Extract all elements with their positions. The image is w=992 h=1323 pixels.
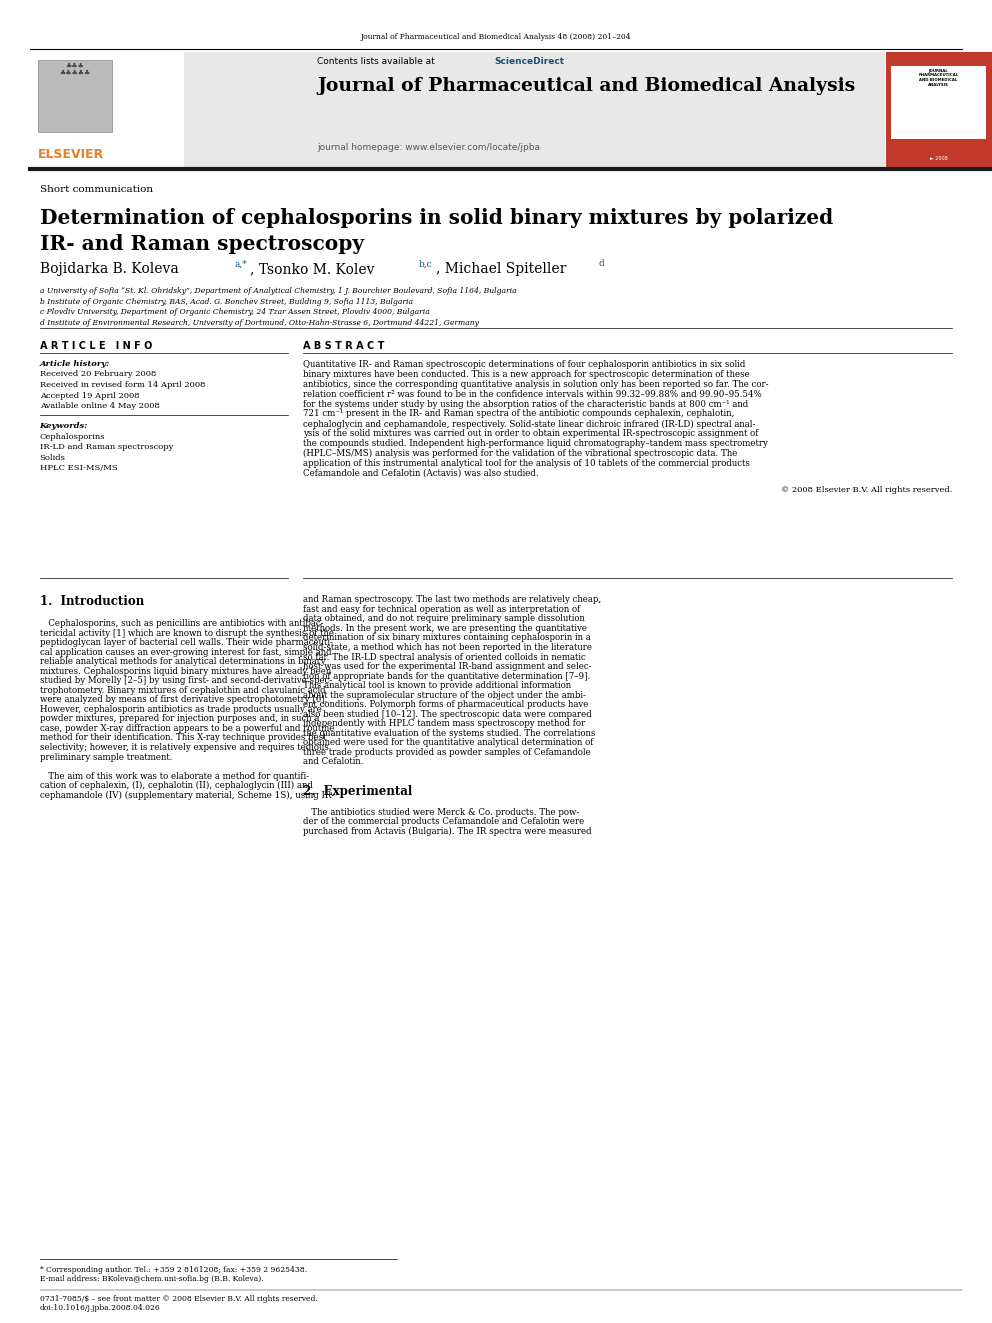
Text: preliminary sample treatment.: preliminary sample treatment. — [40, 753, 173, 762]
Text: Available online 4 May 2008: Available online 4 May 2008 — [40, 402, 160, 410]
Text: Cephalosporins: Cephalosporins — [40, 433, 105, 441]
Text: IR- and Raman spectroscopy: IR- and Raman spectroscopy — [40, 234, 364, 254]
Text: ScienceDirect: ScienceDirect — [494, 57, 564, 66]
Text: host was used for the experimental IR-band assignment and selec-: host was used for the experimental IR-ba… — [303, 662, 591, 671]
Text: doi:10.1016/j.jpba.2008.04.026: doi:10.1016/j.jpba.2008.04.026 — [40, 1304, 161, 1312]
Text: tericidal activity [1] which are known to disrupt the synthesis of the: tericidal activity [1] which are known t… — [40, 628, 333, 638]
Text: mixtures. Cephalosporins liquid binary mixtures have already been: mixtures. Cephalosporins liquid binary m… — [40, 667, 331, 676]
Text: Article history:: Article history: — [40, 360, 110, 368]
Text: powder mixtures, prepared for injection purposes and, in such a: powder mixtures, prepared for injection … — [40, 714, 319, 724]
Text: Quantitative IR- and Raman spectroscopic determinations of four cephalosporin an: Quantitative IR- and Raman spectroscopic… — [303, 360, 745, 369]
Text: so far. The IR-LD spectral analysis of oriented colloids in nematic: so far. The IR-LD spectral analysis of o… — [303, 652, 585, 662]
Text: Journal of Pharmaceutical and Biomedical Analysis: Journal of Pharmaceutical and Biomedical… — [317, 77, 856, 95]
FancyBboxPatch shape — [30, 52, 885, 168]
FancyBboxPatch shape — [891, 66, 986, 139]
Text: (HPLC–MS/MS) analysis was performed for the validation of the vibrational spectr: (HPLC–MS/MS) analysis was performed for … — [303, 450, 737, 458]
Text: , Tsonko M. Kolev: , Tsonko M. Kolev — [250, 262, 375, 277]
Text: © 2008 Elsevier B.V. All rights reserved.: © 2008 Elsevier B.V. All rights reserved… — [781, 486, 952, 493]
Text: Journal of Pharmaceutical and Biomedical Analysis 48 (2008) 201–204: Journal of Pharmaceutical and Biomedical… — [361, 33, 631, 41]
Text: 1.  Introduction: 1. Introduction — [40, 595, 144, 609]
Text: the compounds studied. Independent high-performance liquid chromatography–tandem: the compounds studied. Independent high-… — [303, 439, 768, 448]
Text: Short communication: Short communication — [40, 185, 153, 194]
Text: about the supramolecular structure of the object under the ambi-: about the supramolecular structure of th… — [303, 691, 585, 700]
Text: ELSEVIER: ELSEVIER — [38, 148, 104, 161]
Text: cephaloglycin and cephamandole, respectively. Solid-state linear dichroic infrar: cephaloglycin and cephamandole, respecti… — [303, 419, 755, 429]
Text: HPLC ESI-MS/MS: HPLC ESI-MS/MS — [40, 464, 117, 472]
Text: E-mail address: BKoleva@chem.uni-sofia.bg (B.B. Koleva).: E-mail address: BKoleva@chem.uni-sofia.b… — [40, 1275, 263, 1283]
Text: Received 20 February 2008: Received 20 February 2008 — [40, 370, 156, 378]
Text: A B S T R A C T: A B S T R A C T — [303, 341, 384, 352]
Text: A R T I C L E   I N F O: A R T I C L E I N F O — [40, 341, 152, 352]
Text: antibiotics, since the corresponding quantitative analysis in solution only has : antibiotics, since the corresponding qua… — [303, 380, 768, 389]
Text: ► 2008: ► 2008 — [930, 156, 947, 161]
Text: also been studied [10–12]. The spectroscopic data were compared: also been studied [10–12]. The spectrosc… — [303, 709, 591, 718]
Text: cal application causes an ever-growing interest for fast, simple and: cal application causes an ever-growing i… — [40, 648, 331, 656]
Text: ♣♣♣
♣♣♣♣♣: ♣♣♣ ♣♣♣♣♣ — [59, 64, 90, 77]
Text: purchased from Actavis (Bulgaria). The IR spectra were measured: purchased from Actavis (Bulgaria). The I… — [303, 827, 591, 836]
Text: were analyzed by means of first derivative spectrophotometry [6].: were analyzed by means of first derivati… — [40, 696, 327, 704]
Text: solid-state, a method which has not been reported in the literature: solid-state, a method which has not been… — [303, 643, 591, 652]
Text: Solids: Solids — [40, 454, 65, 462]
Text: Keywords:: Keywords: — [40, 422, 88, 430]
Text: methods. In the present work, we are presenting the quantitative: methods. In the present work, we are pre… — [303, 624, 586, 632]
Text: Determination of cephalosporins in solid binary mixtures by polarized: Determination of cephalosporins in solid… — [40, 208, 833, 228]
Text: case, powder X-ray diffraction appears to be a powerful and routine: case, powder X-ray diffraction appears t… — [40, 724, 334, 733]
Text: , Michael Spiteller: , Michael Spiteller — [436, 262, 566, 277]
Text: d: d — [598, 259, 604, 269]
Text: IR-LD and Raman spectroscopy: IR-LD and Raman spectroscopy — [40, 443, 173, 451]
Text: cephamandole (IV) (supplementary material, Scheme 1S), using IR-: cephamandole (IV) (supplementary materia… — [40, 791, 334, 799]
Text: 0731-7085/$ – see front matter © 2008 Elsevier B.V. All rights reserved.: 0731-7085/$ – see front matter © 2008 El… — [40, 1295, 317, 1303]
Text: obtained were used for the quantitative analytical determination of: obtained were used for the quantitative … — [303, 738, 593, 747]
Text: However, cephalosporin antibiotics as trade products usually are: However, cephalosporin antibiotics as tr… — [40, 705, 321, 714]
Text: b,c: b,c — [419, 259, 433, 269]
Text: application of this instrumental analytical tool for the analysis of 10 tablets : application of this instrumental analyti… — [303, 459, 749, 468]
Text: and Raman spectroscopy. The last two methods are relatively cheap,: and Raman spectroscopy. The last two met… — [303, 595, 601, 605]
Text: The antibiotics studied were Merck & Co. products. The pow-: The antibiotics studied were Merck & Co.… — [303, 808, 578, 816]
Text: trophotometry. Binary mixtures of cephalothin and clavulanic acid: trophotometry. Binary mixtures of cephal… — [40, 685, 325, 695]
Text: der of the commercial products Cefamandole and Cefalotin were: der of the commercial products Cefamando… — [303, 818, 584, 827]
Text: the quantitative evaluation of the systems studied. The correlations: the quantitative evaluation of the syste… — [303, 729, 595, 738]
Text: reliable analytical methods for analytical determinations in binary: reliable analytical methods for analytic… — [40, 658, 325, 667]
Text: Received in revised form 14 April 2008: Received in revised form 14 April 2008 — [40, 381, 205, 389]
Text: Accepted 19 April 2008: Accepted 19 April 2008 — [40, 392, 139, 400]
Text: a University of Sofia “St. Kl. Ohridsky”, Department of Analytical Chemistry, 1 : a University of Sofia “St. Kl. Ohridsky”… — [40, 287, 516, 295]
Text: ysis of the solid mixtures was carried out in order to obtain experimental IR-sp: ysis of the solid mixtures was carried o… — [303, 429, 758, 438]
Text: Bojidarka B. Koleva: Bojidarka B. Koleva — [40, 262, 179, 277]
Text: JOURNAL
PHARMACEUTICAL
AND BIOMEDICAL
ANALYSIS: JOURNAL PHARMACEUTICAL AND BIOMEDICAL AN… — [919, 69, 958, 86]
Text: tion of appropriate bands for the quantitative determination [7–9].: tion of appropriate bands for the quanti… — [303, 672, 590, 680]
Text: studied by Morelly [2–5] by using first- and second-derivative spec-: studied by Morelly [2–5] by using first-… — [40, 676, 332, 685]
Text: 2.  Experimental: 2. Experimental — [303, 786, 412, 798]
FancyBboxPatch shape — [886, 52, 992, 168]
Text: relation coefficient r² was found to be in the confidence intervals within 99.32: relation coefficient r² was found to be … — [303, 389, 761, 398]
Text: Cefamandole and Cefalotin (Actavis) was also studied.: Cefamandole and Cefalotin (Actavis) was … — [303, 470, 539, 478]
Text: b Institute of Organic Chemistry, BAS, Acad. G. Bonchev Street, Building 9, Sofi: b Institute of Organic Chemistry, BAS, A… — [40, 298, 413, 306]
Text: c Plovdiv University, Department of Organic Chemistry, 24 Tzar Assen Street, Plo: c Plovdiv University, Department of Orga… — [40, 308, 430, 316]
Text: Contents lists available at: Contents lists available at — [317, 57, 438, 66]
Text: a,*: a,* — [234, 259, 247, 269]
Text: This analytical tool is known to provide additional information: This analytical tool is known to provide… — [303, 681, 570, 691]
Text: and Cefalotin.: and Cefalotin. — [303, 757, 363, 766]
FancyBboxPatch shape — [38, 60, 112, 132]
Text: method for their identification. This X-ray technique provides best: method for their identification. This X-… — [40, 733, 326, 742]
Text: data obtained, and do not require preliminary sample dissolution: data obtained, and do not require prelim… — [303, 614, 584, 623]
Text: The aim of this work was to elaborate a method for quantifi-: The aim of this work was to elaborate a … — [40, 771, 309, 781]
Text: for the systems under study by using the absorption ratios of the characteristic: for the systems under study by using the… — [303, 400, 748, 409]
Text: fast and easy for technical operation as well as interpretation of: fast and easy for technical operation as… — [303, 605, 579, 614]
Text: selectivity; however, it is relatively expensive and requires tedious: selectivity; however, it is relatively e… — [40, 744, 328, 751]
Text: cation of cephalexin, (I), cephalotin (II), cephaloglycin (III) and: cation of cephalexin, (I), cephalotin (I… — [40, 781, 312, 790]
Text: d Institute of Environmental Research, University of Dortmund, Otto-Hahn-Strasse: d Institute of Environmental Research, U… — [40, 319, 478, 327]
Text: peptidoglycan layer of bacterial cell walls. Their wide pharmaceuti-: peptidoglycan layer of bacterial cell wa… — [40, 638, 332, 647]
Text: 721 cm⁻¹ present in the IR- and Raman spectra of the antibiotic compounds cephal: 721 cm⁻¹ present in the IR- and Raman sp… — [303, 410, 734, 418]
Text: three trade products provided as powder samples of Cefamandole: three trade products provided as powder … — [303, 747, 590, 757]
FancyBboxPatch shape — [30, 52, 184, 168]
Text: ent conditions. Polymorph forms of pharmaceutical products have: ent conditions. Polymorph forms of pharm… — [303, 700, 588, 709]
Text: independently with HPLC tandem mass spectroscopy method for: independently with HPLC tandem mass spec… — [303, 720, 584, 728]
Text: Cephalosporins, such as penicillins are antibiotics with antibac-: Cephalosporins, such as penicillins are … — [40, 619, 323, 628]
Text: journal homepage: www.elsevier.com/locate/jpba: journal homepage: www.elsevier.com/locat… — [317, 143, 541, 152]
Text: determination of six binary mixtures containing cephalosporin in a: determination of six binary mixtures con… — [303, 634, 590, 643]
Text: * Corresponding author. Tel.: +359 2 8161208; fax: +359 2 9625438.: * Corresponding author. Tel.: +359 2 816… — [40, 1266, 307, 1274]
Text: binary mixtures have been conducted. This is a new approach for spectroscopic de: binary mixtures have been conducted. Thi… — [303, 369, 749, 378]
